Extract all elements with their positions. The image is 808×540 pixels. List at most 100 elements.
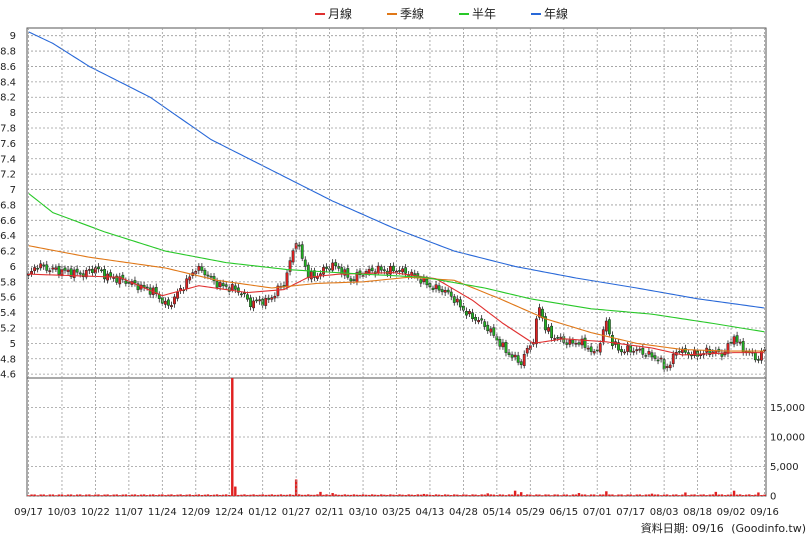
x-tick-label: 11/07 <box>114 507 143 518</box>
candle-body <box>741 341 745 353</box>
candle-body <box>684 348 687 353</box>
volume-bar <box>675 494 678 496</box>
volume-bar <box>310 494 313 496</box>
volume-bar <box>343 494 347 496</box>
candlestick <box>136 280 140 294</box>
x-tick-label: 09/16 <box>750 507 779 518</box>
volume-bar <box>720 494 724 496</box>
volume-bar <box>732 490 736 496</box>
candle-body <box>735 335 739 343</box>
volume-bar <box>395 494 398 496</box>
y-tick-label: 7.6 <box>0 139 16 150</box>
volume-bar <box>510 494 514 496</box>
candle-body <box>641 347 645 355</box>
volume-bar <box>48 494 52 496</box>
candlestick <box>486 321 490 334</box>
candlestick <box>738 338 742 346</box>
candlestick <box>75 265 79 276</box>
candle-body <box>665 366 669 368</box>
candlestick <box>598 340 602 356</box>
candle-body <box>756 359 760 361</box>
volume-bar <box>215 494 219 496</box>
volume-bar <box>571 494 575 496</box>
volume-bar <box>602 494 605 496</box>
x-tick-label: 10/22 <box>81 507 110 518</box>
candle-body <box>659 357 663 360</box>
candlestick <box>756 355 760 364</box>
candle-body <box>656 359 660 362</box>
candle-body <box>163 300 167 305</box>
candle-body <box>112 277 116 279</box>
candlestick <box>480 315 484 324</box>
volume-bar <box>370 494 374 496</box>
volume-bar <box>209 494 213 496</box>
volume-bar <box>364 494 368 496</box>
candlestick <box>465 307 468 319</box>
candle-body <box>379 266 383 271</box>
candle-body <box>264 298 268 306</box>
volume-bar <box>589 494 593 496</box>
volume-bar <box>538 494 541 496</box>
candlestick <box>604 317 608 335</box>
volume-bar <box>644 494 648 496</box>
candle-body <box>367 268 371 273</box>
x-tick-label: 04/13 <box>416 507 445 518</box>
volume-bar <box>693 494 696 496</box>
candlestick <box>66 266 70 276</box>
candlestick <box>42 262 46 270</box>
candle-body <box>90 268 94 273</box>
candle-body <box>580 338 584 346</box>
volume-bar <box>297 494 301 496</box>
candle-body <box>571 339 575 344</box>
candle-body <box>644 355 648 357</box>
volume-bar <box>440 495 444 496</box>
volume-bar <box>529 494 532 496</box>
volume-bar <box>194 494 198 496</box>
volume-bar <box>626 494 629 496</box>
candle-body <box>167 299 170 306</box>
candlestick <box>623 349 626 355</box>
volume-bar <box>456 494 459 496</box>
candle-body <box>471 312 474 319</box>
volume-bar <box>285 494 289 496</box>
candlestick <box>656 356 660 365</box>
candle-body <box>401 268 404 273</box>
candle-body <box>309 271 313 280</box>
volume-bar <box>249 494 252 496</box>
volume-bar <box>729 494 733 496</box>
volume-bar <box>392 494 395 496</box>
candle-body <box>267 297 271 300</box>
candlestick <box>708 345 712 358</box>
candlestick <box>449 288 453 301</box>
legend-label: 月線 <box>328 6 352 21</box>
candlestick <box>401 265 404 275</box>
y-tick-label: 4.6 <box>0 370 16 381</box>
volume-bar <box>82 495 85 496</box>
candle-body <box>270 297 274 300</box>
volume-bar <box>583 494 587 496</box>
legend-label: 年線 <box>544 6 568 21</box>
candle-body <box>626 345 630 352</box>
candlestick <box>468 308 471 318</box>
candle-body <box>398 270 401 272</box>
volume-panel: 15,000 10,000 5,000 0 <box>26 377 805 503</box>
legend: 月線 季線 半年 年線 <box>315 6 568 21</box>
volume-bar <box>85 494 88 496</box>
candlestick <box>489 326 493 336</box>
candlestick <box>586 345 590 352</box>
candle-body <box>519 361 523 365</box>
candle-body <box>291 250 295 263</box>
candlestick <box>246 291 249 302</box>
volume-bar <box>334 494 337 496</box>
candle-body <box>568 339 572 345</box>
y-tick-label: 5.6 <box>0 293 16 304</box>
x-tick-label: 07/17 <box>616 507 645 518</box>
candle-body <box>577 342 581 345</box>
volume-bar <box>434 494 438 496</box>
candle-body <box>200 266 204 271</box>
candlestick <box>437 282 441 294</box>
candle-body <box>565 342 569 345</box>
volume-bar <box>748 494 751 496</box>
candlestick <box>726 340 730 358</box>
candlestick <box>288 256 292 276</box>
